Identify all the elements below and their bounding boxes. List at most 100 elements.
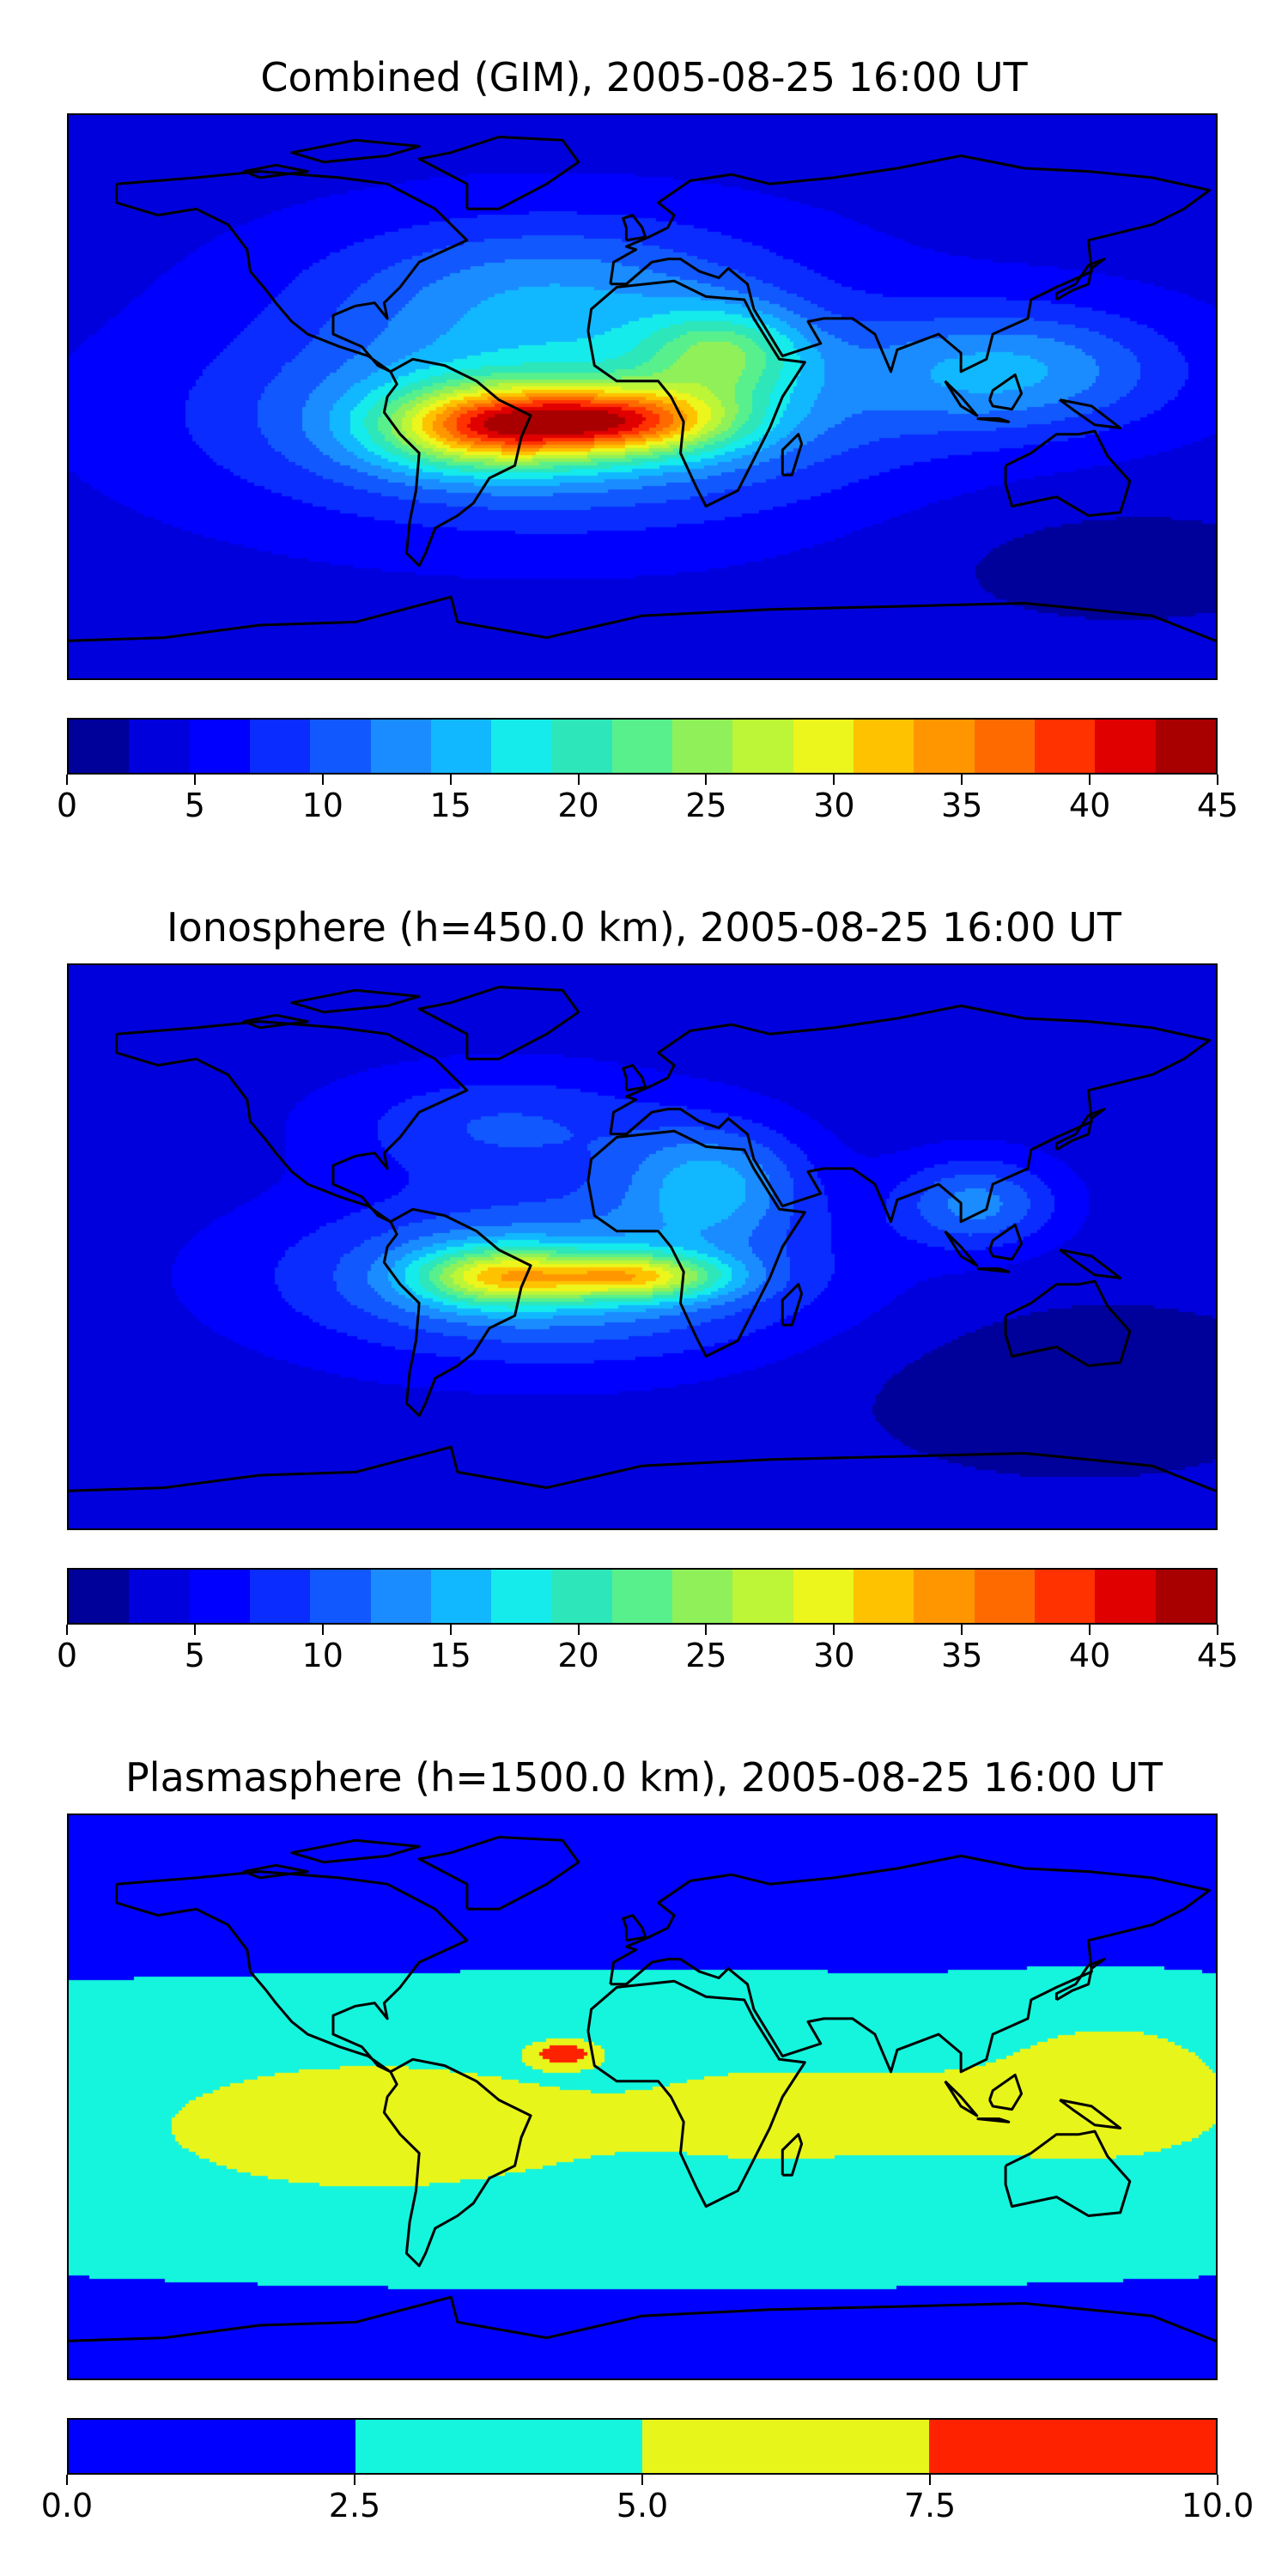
colorbar-tick-label: 2.5: [328, 2487, 381, 2524]
coastline-path: [242, 1863, 309, 1880]
colorbar-tick-mark: [66, 1625, 68, 1635]
coastline-path: [382, 2057, 532, 2268]
coastline-path: [1004, 2129, 1132, 2217]
coastline-path: [1004, 429, 1132, 517]
coastline-path: [622, 214, 647, 242]
coastline-path: [1059, 1249, 1122, 1279]
panel-2-map: [67, 963, 1218, 1530]
coastline-path: [242, 163, 309, 179]
colorbar-tick-label: 20: [557, 1637, 599, 1674]
field-contour-fill: [69, 965, 1216, 1528]
coastline-path: [976, 2117, 1011, 2123]
field-contour-fill: [69, 115, 1216, 678]
coastline-path: [242, 1013, 309, 1030]
colorbar-tick-mark: [577, 1625, 580, 1635]
field-contour-fill: [69, 1815, 1216, 2379]
colorbar-tick-label: 10: [301, 1637, 343, 1674]
colorbar-tick-mark: [1217, 1625, 1218, 1635]
colorbar-segment: [854, 1570, 914, 1623]
panel-2-colorbar: [67, 1568, 1218, 1625]
colorbar-segment: [914, 1570, 975, 1623]
colorbar-segment: [672, 720, 733, 773]
coastline-path: [988, 1224, 1024, 1261]
panel-1-colorbar-ticks: 0 5 10 15 20 25 30 35 40 45: [57, 775, 1238, 826]
panel-3-title: Plasmasphere (h=1500.0 km), 2005-08-25 1…: [125, 1754, 1163, 1801]
colorbar-segment: [310, 1570, 371, 1623]
coastline-path: [976, 1267, 1011, 1273]
colorbar-segment: [1035, 720, 1096, 773]
coastline-path: [69, 2295, 1216, 2342]
panel-2-colorbar-ticks: 0 5 10 15 20 25 30 35 40 45: [57, 1625, 1238, 1676]
colorbar-segment: [491, 1570, 552, 1623]
colorbar-segment: [551, 720, 612, 773]
colorbar-tick-label: 40: [1068, 1637, 1111, 1674]
coastline-path: [290, 1838, 421, 1864]
colorbar-tick-mark: [449, 1625, 452, 1635]
colorbar-tick-label: 25: [685, 787, 727, 824]
panel-2-title: Ionosphere (h=450.0 km), 2005-08-25 16:0…: [167, 904, 1121, 951]
colorbar-segment: [732, 1570, 793, 1623]
coastlines: [69, 136, 1216, 642]
colorbar-segment: [1155, 1570, 1216, 1623]
coastline-path: [781, 433, 804, 477]
coastline-path: [1054, 258, 1106, 301]
coastline-path: [115, 1870, 469, 2074]
colorbar-segment: [129, 720, 190, 773]
coastline-path: [69, 1445, 1216, 1492]
colorbar-tick-mark: [321, 1625, 324, 1635]
colorbar-segment: [611, 1570, 673, 1623]
colorbar-segment: [69, 720, 130, 773]
colorbar-tick-mark: [449, 775, 452, 785]
colorbar-tick-mark: [66, 775, 68, 785]
colorbar-segment: [189, 1570, 250, 1623]
panel-1-map: [67, 113, 1218, 680]
coastlines: [69, 1836, 1216, 2342]
colorbar-segment: [929, 2420, 1216, 2473]
coastline-path: [417, 986, 580, 1060]
colorbar-segment: [430, 1570, 492, 1623]
coastline-path: [115, 1020, 469, 1224]
coastline-path: [382, 1207, 532, 1418]
colorbar-tick-mark: [833, 775, 835, 785]
colorbar-segment: [69, 1570, 130, 1623]
coastline-path: [115, 170, 469, 374]
colorbar-tick-label: 0: [56, 1637, 78, 1674]
colorbar-segment: [672, 1570, 733, 1623]
colorbar-segment: [611, 720, 673, 773]
colorbar-segment: [793, 1570, 854, 1623]
colorbar-segment: [249, 1570, 311, 1623]
colorbar-segment: [370, 1570, 431, 1623]
colorbar-tick-mark: [961, 775, 963, 785]
coastline-path: [69, 595, 1216, 642]
colorbar-tick-mark: [321, 775, 324, 785]
colorbar-tick-mark: [1217, 2475, 1218, 2485]
coastline-path: [781, 1283, 804, 1327]
coastline-path: [417, 1836, 580, 1911]
colorbar-segment: [189, 720, 250, 773]
colorbar-tick-label: 45: [1196, 1637, 1239, 1674]
colorbar-segment: [1155, 720, 1216, 773]
colorbar-tick-label: 0: [56, 787, 78, 824]
colorbar-tick-label: 45: [1196, 787, 1239, 824]
colorbar-segment: [355, 2420, 642, 2473]
colorbar-tick-label: 15: [429, 787, 471, 824]
colorbar-tick-label: 10: [301, 787, 343, 824]
coastline-path: [622, 1064, 647, 1092]
colorbar-tick-mark: [641, 2475, 643, 2485]
coastline-path: [988, 2074, 1024, 2111]
colorbar-tick-label: 10.0: [1181, 2487, 1255, 2524]
coastline-path: [417, 136, 580, 210]
colorbar-segment: [69, 2420, 355, 2473]
colorbar-tick-mark: [193, 775, 196, 785]
coastline-path: [1059, 398, 1122, 429]
coastline-path: [290, 138, 421, 164]
colorbar-tick-label: 5: [184, 1637, 205, 1674]
colorbar-segment: [914, 720, 975, 773]
panel-3-map: [67, 1814, 1218, 2380]
colorbar-tick-mark: [961, 1625, 963, 1635]
colorbar-tick-mark: [1089, 775, 1091, 785]
colorbar-tick-mark: [193, 1625, 196, 1635]
colorbar-segment: [974, 1570, 1035, 1623]
coastline-path: [622, 1914, 647, 1942]
colorbar-tick-label: 5.0: [616, 2487, 669, 2524]
